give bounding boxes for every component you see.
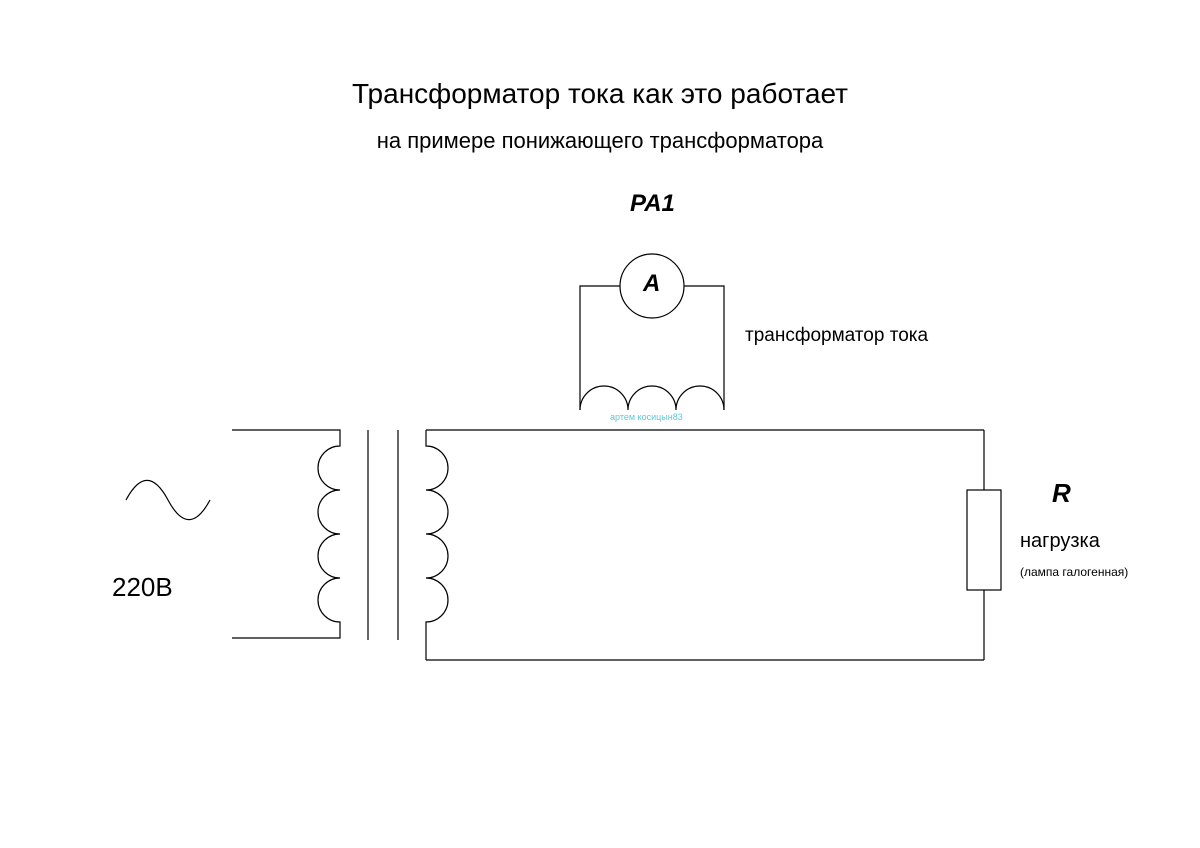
diagram-page: Трансформатор тока как это работает на п… (0, 0, 1200, 848)
circuit-svg (0, 0, 1200, 848)
